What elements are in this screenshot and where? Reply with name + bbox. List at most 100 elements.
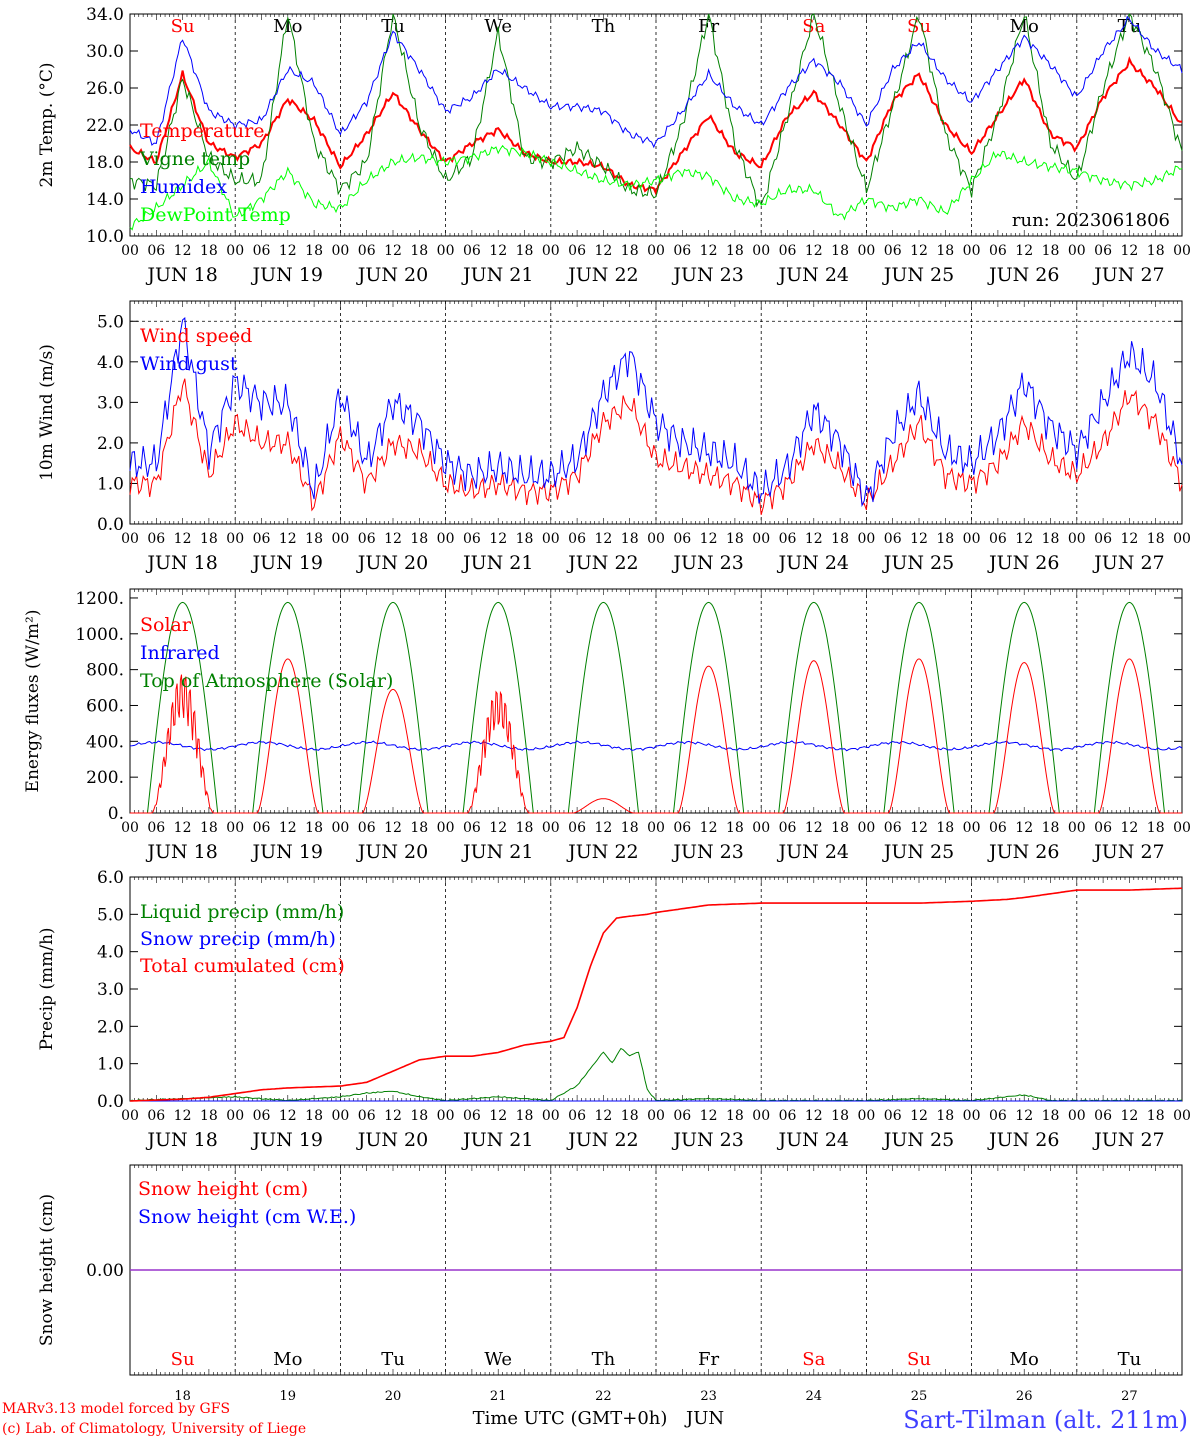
x-hour-label: 12: [700, 531, 718, 547]
x-hour-label: 06: [358, 531, 376, 547]
y-tick-label: 26.0: [86, 79, 124, 99]
x-hour-label: 06: [1094, 820, 1112, 836]
y-tick-label: 3.0: [97, 980, 124, 1000]
y-tick-label: 600.: [86, 696, 124, 716]
y-tick-label: 14.0: [86, 190, 124, 210]
panel-5: Snow height (cm) 0.00 Su 18 Mo 19 Tu 20 We 21 Th 22…: [37, 1164, 1183, 1429]
x-hour-label: 18: [305, 820, 323, 836]
x-hour-label: 06: [989, 1108, 1007, 1124]
x-hour-label: 12: [805, 531, 823, 547]
x-hour-label: 18: [1042, 1108, 1060, 1124]
legend-entry: Wind gust: [140, 353, 238, 375]
day-number: 18: [174, 1389, 191, 1404]
plot-frame: [129, 300, 1183, 525]
x-hour-label: 06: [673, 1108, 691, 1124]
x-hour-label: 00: [1173, 243, 1191, 259]
panel-3: 0. 200. 400. 600. 800. 1000. 1200. Energy fluxe…: [23, 588, 1191, 863]
y-tick-label: 30.0: [86, 42, 124, 62]
x-hour-label: 12: [174, 820, 192, 836]
x-hour-label: 06: [463, 820, 481, 836]
x-hour-label: 18: [305, 1108, 323, 1124]
x-hour-label: 18: [516, 531, 534, 547]
x-hour-label: 06: [463, 531, 481, 547]
x-hour-label: 06: [463, 243, 481, 259]
x-hour-label: 00: [752, 243, 770, 259]
x-date-label: JUN 18: [145, 264, 217, 286]
x-axis-month: JUN: [684, 1408, 724, 1429]
y-tick-label: 1.0: [97, 474, 124, 494]
x-date-label: JUN 20: [356, 1129, 428, 1151]
x-hour-label: 12: [279, 820, 297, 836]
day-label-bottom: Tu: [381, 1349, 405, 1370]
y-tick-label: 1000.: [75, 625, 124, 645]
x-hour-label: 06: [147, 1108, 165, 1124]
x-date-label: JUN 21: [461, 1129, 533, 1151]
x-hour-label: 00: [1173, 531, 1191, 547]
x-date-label: JUN 27: [1092, 841, 1164, 863]
day-label-bottom: Mo: [273, 1349, 302, 1370]
x-hour-label: 12: [594, 243, 612, 259]
x-hour-label: 18: [410, 531, 428, 547]
x-hour-label: 18: [1147, 243, 1165, 259]
legend-entry: Snow precip (mm/h): [140, 928, 336, 950]
x-date-label: JUN 21: [461, 841, 533, 863]
y-axis-label: Precip (mm/h): [37, 927, 57, 1050]
x-hour-label: 06: [253, 1108, 271, 1124]
y-tick-label: 34.0: [86, 5, 124, 25]
series-line-solar: [130, 658, 1182, 814]
x-date-label: JUN 21: [461, 552, 533, 574]
x-hour-label: 06: [463, 1108, 481, 1124]
x-hour-label: 06: [358, 820, 376, 836]
x-hour-label: 12: [1120, 531, 1138, 547]
x-hour-label: 06: [673, 531, 691, 547]
x-date-label: JUN 19: [251, 264, 323, 286]
x-date-label: JUN 24: [777, 1129, 849, 1151]
legend-entry: Wind speed: [140, 325, 252, 347]
x-hour-label: 00: [331, 1108, 349, 1124]
day-number: 26: [1016, 1389, 1033, 1404]
x-hour-label: 12: [700, 1108, 718, 1124]
x-hour-label: 18: [200, 531, 218, 547]
x-hour-label: 12: [805, 243, 823, 259]
x-hour-label: 12: [279, 531, 297, 547]
x-hour-label: 12: [489, 531, 507, 547]
x-hour-label: 06: [358, 1108, 376, 1124]
x-hour-label: 06: [779, 820, 797, 836]
x-date-label: JUN 22: [566, 552, 638, 574]
y-tick-label: 10.0: [86, 227, 124, 247]
x-date-label: JUN 24: [777, 552, 849, 574]
day-label-bottom: Mo: [1010, 1349, 1039, 1370]
x-hour-label: 18: [305, 243, 323, 259]
x-hour-label: 06: [568, 1108, 586, 1124]
y-tick-label: 1200.: [75, 589, 124, 609]
x-hour-label: 06: [358, 243, 376, 259]
x-hour-label: 18: [726, 243, 744, 259]
y-tick-label: 4.0: [97, 943, 124, 963]
x-hour-label: 12: [1015, 1108, 1033, 1124]
x-hour-label: 18: [410, 1108, 428, 1124]
x-hour-label: 12: [700, 820, 718, 836]
x-hour-label: 00: [331, 531, 349, 547]
day-number: 19: [280, 1389, 297, 1404]
x-date-label: JUN 25: [882, 552, 954, 574]
day-label-top: Mo: [1010, 16, 1039, 37]
x-hour-label: 12: [489, 820, 507, 836]
legend-entry: Vigne temp: [139, 148, 250, 170]
series-line-3: [129, 144, 1183, 231]
x-hour-label: 00: [1173, 820, 1191, 836]
series-line-0: [129, 378, 1183, 515]
x-date-label: JUN 27: [1092, 552, 1164, 574]
x-hour-label: 18: [1147, 1108, 1165, 1124]
x-hour-label: 00: [963, 820, 981, 836]
x-hour-label: 12: [805, 820, 823, 836]
x-date-label: JUN 23: [671, 264, 743, 286]
x-date-label: JUN 26: [987, 841, 1059, 863]
x-hour-label: 06: [989, 531, 1007, 547]
legend-entry: Snow height (cm W.E.): [138, 1206, 356, 1228]
y-axis-label: 10m Wind (m/s): [37, 344, 57, 481]
x-hour-label: 12: [594, 1108, 612, 1124]
x-hour-label: 00: [542, 820, 560, 836]
x-hour-label: 00: [857, 243, 875, 259]
series-line-infrared: [129, 740, 1183, 752]
